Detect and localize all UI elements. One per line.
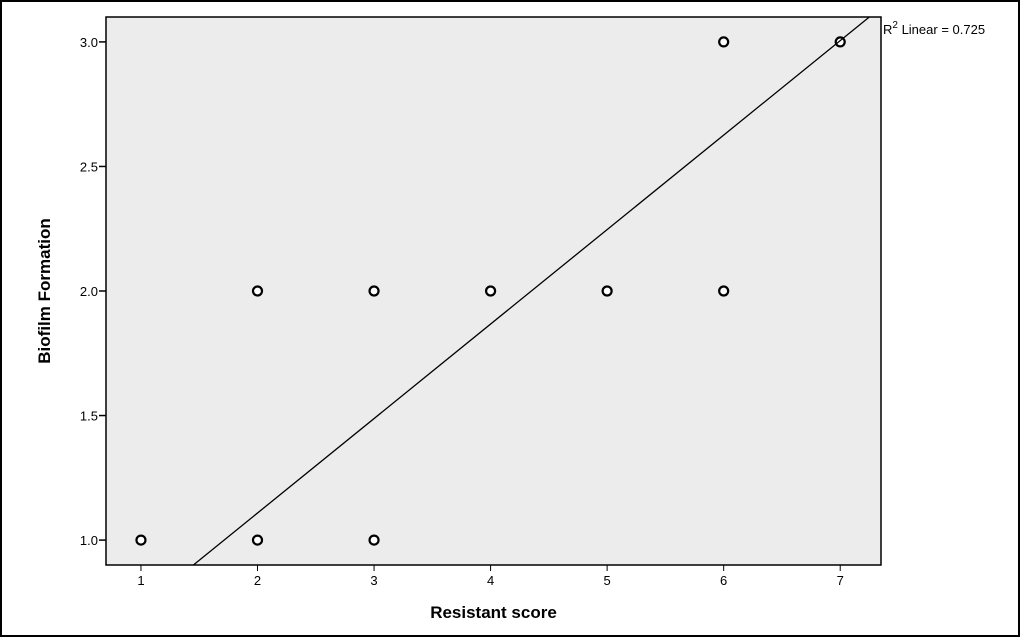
data-point <box>251 285 264 297</box>
y-axis-title: Biofilm Formation <box>35 218 54 363</box>
data-point <box>834 36 846 48</box>
data-point <box>368 534 380 546</box>
y-axis: 1.0 1.5 2.0 2.5 3.0 <box>80 35 106 548</box>
data-point <box>718 285 730 297</box>
data-point <box>368 285 380 297</box>
fit-label: R2 Linear = 0.725 <box>883 20 985 37</box>
x-tick-label: 3 <box>370 573 377 588</box>
x-tick-label: 5 <box>604 573 611 588</box>
y-tick-label: 2.0 <box>80 284 98 299</box>
x-axis-title: Resistant score <box>430 603 557 622</box>
data-point <box>484 285 497 297</box>
plot-area <box>105 16 882 566</box>
x-tick-label: 6 <box>720 573 727 588</box>
data-point <box>135 534 147 546</box>
data-point <box>601 285 613 297</box>
x-tick-label: 7 <box>837 573 844 588</box>
data-points <box>135 36 846 546</box>
y-tick-label: 3.0 <box>80 35 98 50</box>
data-point <box>251 534 264 546</box>
y-tick-label: 1.0 <box>80 533 98 548</box>
x-tick-label: 1 <box>137 573 144 588</box>
x-tick-label: 4 <box>487 573 494 588</box>
data-point <box>718 36 730 48</box>
x-axis: 1 2 3 4 5 6 7 <box>137 565 844 588</box>
y-tick-label: 1.5 <box>80 409 98 424</box>
y-tick-label: 2.5 <box>80 159 98 174</box>
fit-line <box>192 16 870 566</box>
x-tick-label: 2 <box>254 573 261 588</box>
